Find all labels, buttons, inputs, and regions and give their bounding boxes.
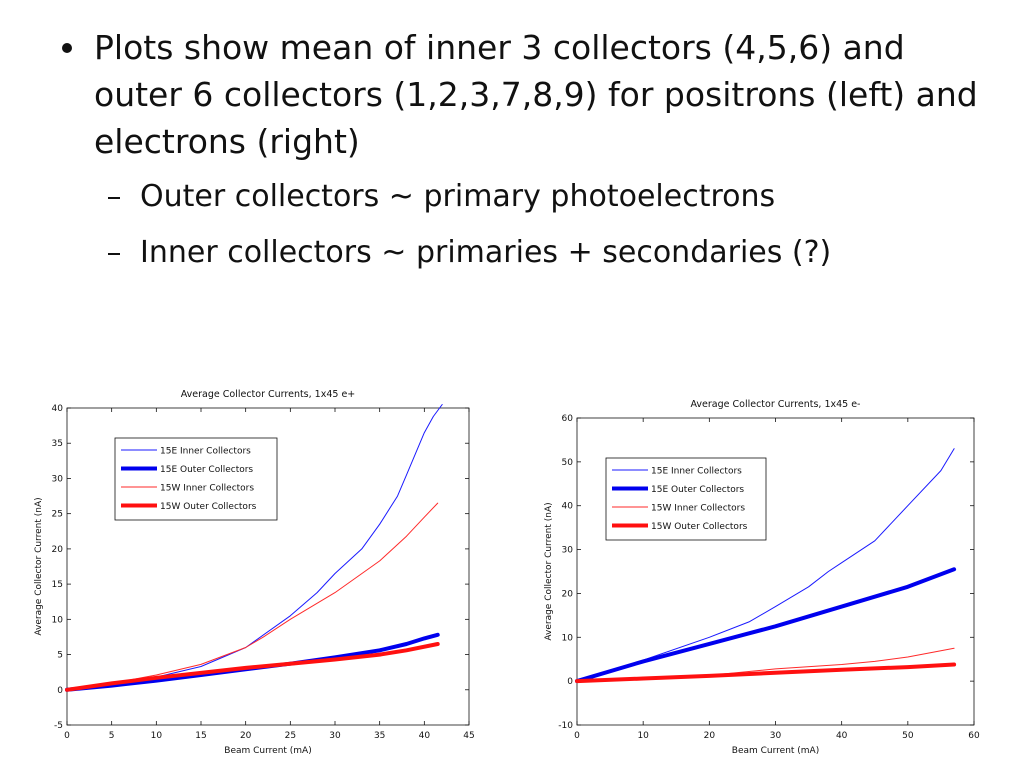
y-tick-label: 0 (567, 677, 573, 687)
legend-label: 15E Outer Collectors (651, 485, 744, 495)
y-tick-label: 40 (562, 502, 574, 512)
x-tick-label: 60 (968, 731, 980, 741)
x-tick-label: 40 (836, 731, 848, 741)
y-tick-label: 20 (52, 545, 64, 555)
y-axis-label: Average Collector Current (nA) (544, 502, 554, 640)
x-tick-label: 35 (374, 731, 385, 741)
y-tick-label: 60 (562, 414, 574, 424)
y-tick-label: 50 (562, 458, 574, 468)
legend-label: 15E Inner Collectors (160, 447, 251, 457)
bullet-dot-icon (62, 43, 72, 53)
legend-label: 15W Outer Collectors (651, 522, 748, 532)
x-tick-label: 20 (704, 731, 716, 741)
sub-bullet: Outer collectors ~ primary photoelectron… (58, 177, 998, 217)
legend-label: 15W Inner Collectors (651, 504, 745, 514)
chart-electrons: Average Collector Currents, 1x45 e- 0 10 20… (544, 399, 980, 756)
y-tick-label: 20 (562, 589, 574, 599)
legend-label: 15E Inner Collectors (651, 467, 742, 477)
x-tick-label: 30 (770, 731, 782, 741)
y-tick-label: 10 (52, 615, 64, 625)
x-tick-label: 5 (109, 731, 115, 741)
series-line-1 (66, 404, 443, 691)
x-tick-label: 15 (195, 731, 206, 741)
y-tick-label: 0 (57, 686, 63, 696)
series-line-1 (576, 448, 955, 682)
x-tick-label: 45 (463, 731, 474, 741)
x-tick-label: 0 (64, 731, 70, 741)
y-tick-label: 30 (562, 546, 574, 556)
bullet-main-text: Plots show mean of inner 3 collectors (4… (94, 28, 978, 161)
series-line-2 (575, 567, 957, 684)
series-line-4 (575, 662, 957, 684)
x-tick-label: 30 (329, 731, 341, 741)
chart-title: Average Collector Currents, 1x45 e+ (181, 389, 356, 400)
x-axis-label: Beam Current (mA) (732, 746, 819, 756)
legend-label: 15W Outer Collectors (160, 502, 257, 512)
legend-label: 15E Outer Collectors (160, 465, 253, 475)
x-tick-label: 40 (419, 731, 431, 741)
sub-bullet-text: Outer collectors ~ primary photoelectron… (140, 179, 776, 214)
x-tick-label: 0 (574, 731, 580, 741)
y-tick-label: 15 (52, 580, 63, 590)
x-tick-label: 50 (902, 731, 914, 741)
y-tick-label: -10 (558, 721, 573, 731)
x-tick-label: 20 (240, 731, 252, 741)
sub-bullet: Inner collectors ~ primaries + secondari… (58, 233, 998, 273)
dash-icon (108, 253, 120, 255)
x-tick-label: 10 (151, 731, 163, 741)
y-tick-label: -5 (54, 721, 63, 731)
chart-title: Average Collector Currents, 1x45 e- (690, 399, 860, 410)
y-tick-label: 35 (52, 439, 63, 449)
x-tick-label: 25 (285, 731, 296, 741)
series-line-3 (66, 502, 439, 691)
bullet-list: Plots show mean of inner 3 collectors (4… (58, 24, 998, 273)
sub-bullet-text: Inner collectors ~ primaries + secondari… (140, 235, 832, 270)
chart-positrons: Average Collector Currents, 1x45 e+ 0 5 10 1… (34, 389, 475, 756)
dash-icon (108, 197, 120, 199)
y-tick-label: 10 (562, 633, 574, 643)
y-tick-label: 30 (52, 474, 64, 484)
bullet-main: Plots show mean of inner 3 collectors (4… (58, 24, 998, 165)
legend-label: 15W Inner Collectors (160, 484, 254, 494)
x-tick-label: 10 (637, 731, 649, 741)
y-tick-label: 5 (57, 651, 63, 661)
y-axis-label: Average Collector Current (nA) (34, 497, 44, 635)
series-line-4 (65, 642, 440, 692)
y-tick-label: 40 (52, 404, 64, 414)
x-axis-label: Beam Current (mA) (224, 746, 311, 756)
y-tick-label: 25 (52, 510, 63, 520)
